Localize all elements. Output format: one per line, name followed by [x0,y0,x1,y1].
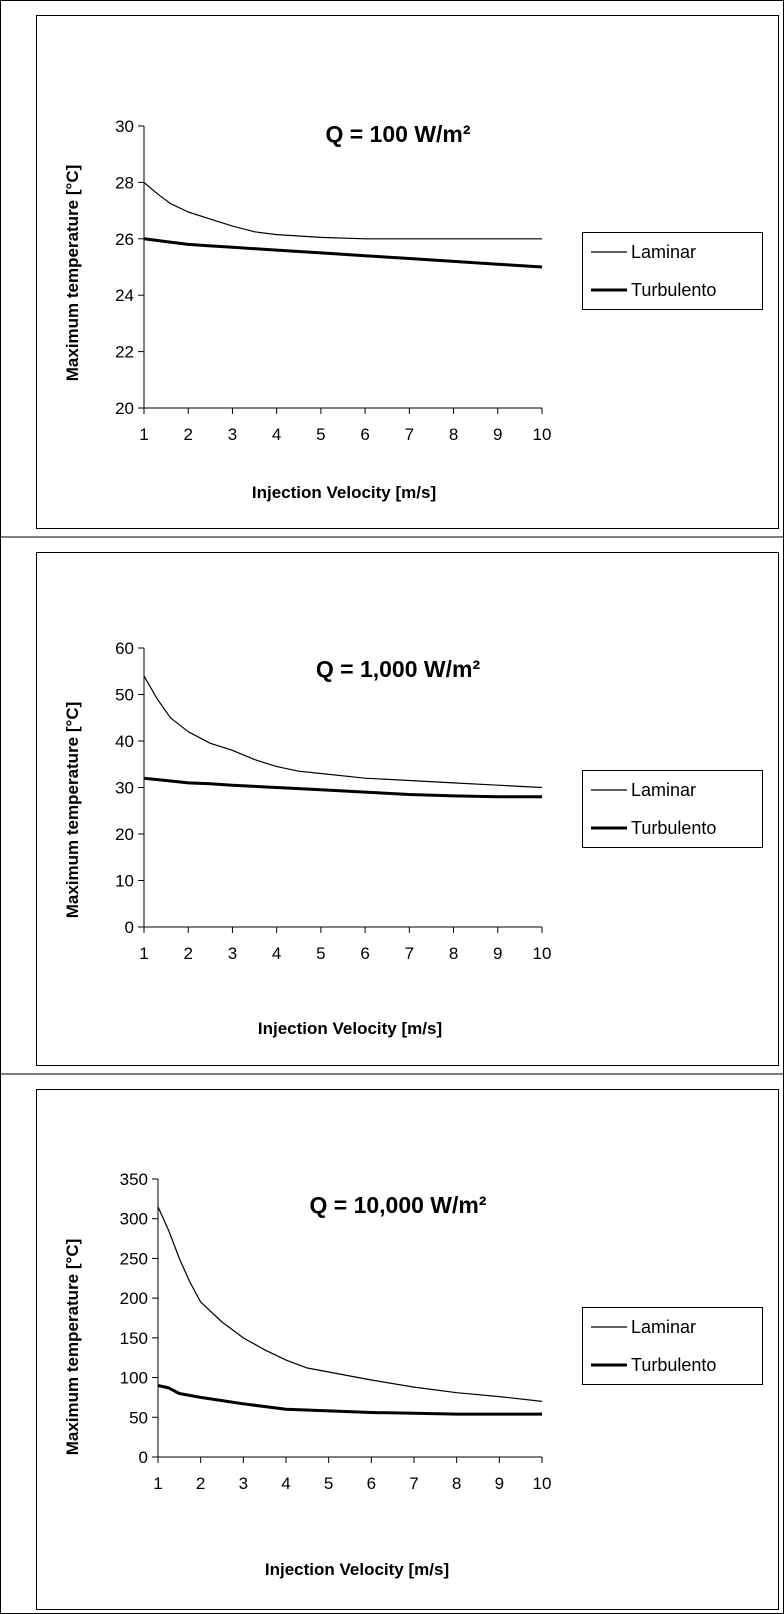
series-line-laminar [157,1206,543,1402]
legend-label-laminar: Laminar [631,242,696,262]
y-tick-label: 50 [115,686,134,705]
y-tick-label: 0 [139,1448,148,1467]
legend-label-laminar: Laminar [631,1317,696,1337]
x-tick-label: 2 [183,944,192,963]
legend-label-laminar: Laminar [631,780,696,800]
legend-label-turbulento: Turbulento [631,818,716,838]
y-tick-label: 30 [115,117,134,136]
x-tick-label: 3 [228,944,237,963]
x-tick-label: 8 [449,944,458,963]
y-tick-label: 40 [115,732,134,751]
x-tick-label: 6 [360,425,369,444]
x-tick-label: 2 [183,425,192,444]
y-tick-label: 20 [115,399,134,418]
y-tick-label: 20 [115,825,134,844]
y-tick-label: 350 [120,1170,148,1189]
legend-label-turbulento: Turbulento [631,280,716,300]
x-tick-label: 10 [533,1474,552,1493]
y-axis-title: Maximum temperature [°C] [63,702,82,919]
y-tick-label: 200 [120,1289,148,1308]
legend-box [582,232,763,310]
x-tick-label: 9 [495,1474,504,1493]
x-tick-label: 7 [409,1474,418,1493]
x-tick-label: 9 [493,425,502,444]
plot-area: 20 22 24 26 28 30 1 2 3 4 5 6 7 8 9 10 [115,117,551,444]
legend: Laminar Turbulento [582,232,763,310]
chart-panel-1: 20 22 24 26 28 30 1 2 3 4 5 6 7 8 9 10 Q = 100 W/m² Inj… [36,15,779,529]
y-tick-label: 24 [115,286,134,305]
y-tick-label: 60 [115,639,134,658]
x-axis-title: Injection Velocity [m/s] [265,1560,449,1579]
x-tick-label: 4 [281,1474,290,1493]
x-tick-label: 10 [533,425,552,444]
x-tick-label: 6 [367,1474,376,1493]
x-tick-label: 5 [316,944,325,963]
x-tick-label: 7 [405,944,414,963]
x-tick-label: 4 [272,944,281,963]
x-tick-label: 10 [533,944,552,963]
plot-area: 0 50 100 150 200 250 300 350 1 2 3 4 5 6 7 8 9 10 [120,1170,552,1493]
y-tick-label: 100 [120,1369,148,1388]
legend: Laminar Turbulento [582,1307,763,1385]
x-tick-label: 1 [153,1474,162,1493]
y-tick-label: 0 [125,918,134,937]
y-tick-label: 300 [120,1210,148,1229]
series-line-laminar [143,181,542,240]
x-tick-label: 8 [452,1474,461,1493]
legend-box [582,770,763,848]
y-tick-label: 50 [129,1408,148,1427]
x-tick-label: 4 [272,425,281,444]
series-line-turbulento [157,1384,542,1416]
x-tick-label: 6 [360,944,369,963]
chart-panel-3: 0 50 100 150 200 250 300 350 1 2 3 4 5 6 7 8 9 10 Q = 10,… [36,1089,779,1610]
x-tick-label: 5 [324,1474,333,1493]
y-tick-label: 10 [115,872,134,891]
y-tick-label: 150 [120,1329,148,1348]
x-tick-label: 9 [493,944,502,963]
x-axis-title: Injection Velocity [m/s] [252,483,436,502]
y-axis-title: Maximum temperature [°C] [63,1239,82,1456]
y-tick-label: 30 [115,779,134,798]
y-tick-label: 250 [120,1249,148,1268]
y-axis-title: Maximum temperature [°C] [63,165,82,382]
x-tick-label: 1 [139,944,148,963]
chart-title: Q = 10,000 W/m² [309,1192,486,1218]
x-tick-label: 7 [405,425,414,444]
series-line-laminar [143,675,543,789]
series-line-turbulento [143,237,543,269]
x-axis-title: Injection Velocity [m/s] [258,1019,442,1038]
legend-box [582,1307,763,1385]
x-tick-label: 3 [228,425,237,444]
series-line-turbulento [143,776,542,799]
plot-area: 0 10 20 30 40 50 60 1 2 3 4 5 6 7 8 9 10 [115,639,551,963]
chart-title: Q = 1,000 W/m² [316,656,481,682]
x-tick-label: 3 [239,1474,248,1493]
x-tick-label: 2 [196,1474,205,1493]
y-tick-label: 22 [115,343,134,362]
x-tick-label: 5 [316,425,325,444]
legend-label-turbulento: Turbulento [631,1355,716,1375]
x-tick-label: 8 [449,425,458,444]
chart-title: Q = 100 W/m² [325,121,470,147]
y-tick-label: 28 [115,173,134,192]
y-tick-label: 26 [115,230,134,249]
legend: Laminar Turbulento [582,770,763,848]
x-tick-label: 1 [139,425,148,444]
